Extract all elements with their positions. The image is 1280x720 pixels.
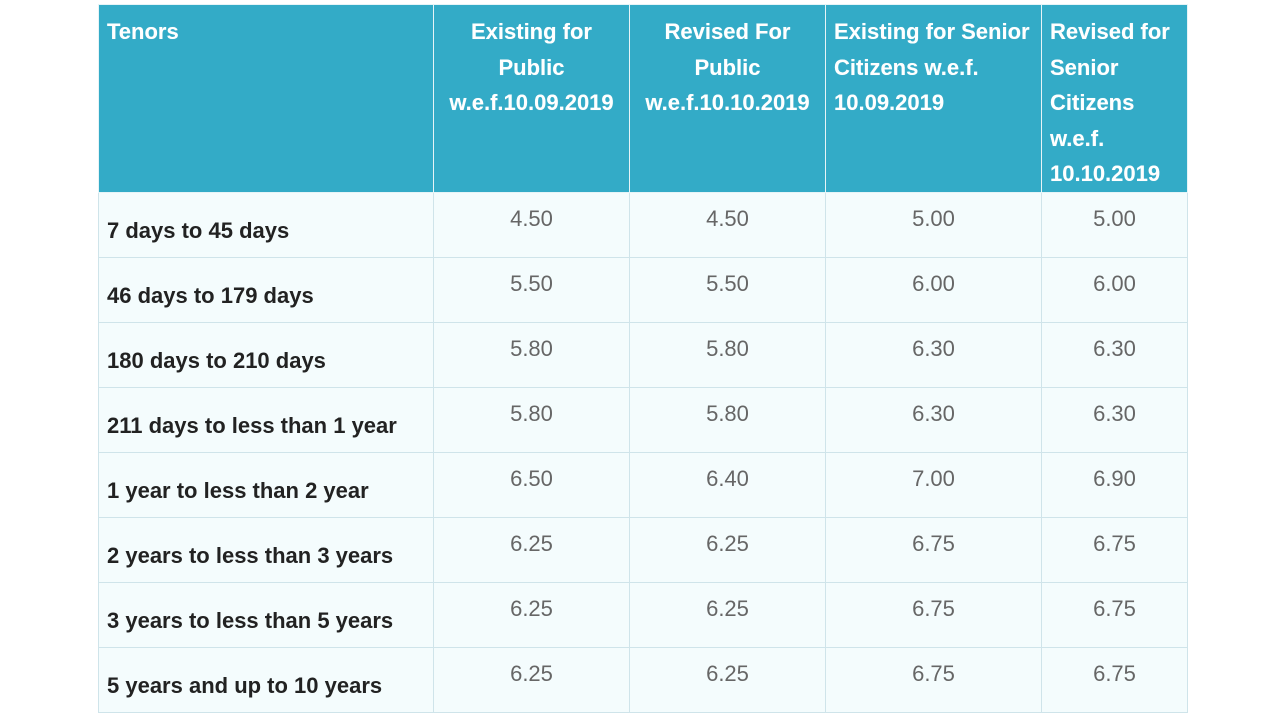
- table-row: 46 days to 179 days 5.50 5.50 6.00 6.00: [98, 256, 1188, 323]
- existing-senior-cell: 6.30: [825, 386, 1042, 453]
- table-row: 3 years to less than 5 years 6.25 6.25 6…: [98, 581, 1188, 648]
- header-revised-senior: Revised for Senior Citizens w.e.f. 10.10…: [1041, 4, 1188, 193]
- revised-public-cell: 6.40: [629, 451, 826, 518]
- header-existing-senior: Existing for Senior Citizens w.e.f. 10.0…: [825, 4, 1042, 193]
- header-tenors: Tenors: [98, 4, 434, 193]
- table-row: 5 years and up to 10 years 6.25 6.25 6.7…: [98, 646, 1188, 713]
- table-body: 7 days to 45 days 4.50 4.50 5.00 5.00 46…: [98, 191, 1188, 713]
- revised-senior-cell: 6.00: [1041, 256, 1188, 323]
- interest-rate-table-container: Tenors Existing for Public w.e.f.10.09.2…: [98, 4, 1188, 713]
- revised-public-cell: 5.80: [629, 386, 826, 453]
- header-existing-public: Existing for Public w.e.f.10.09.2019: [433, 4, 630, 193]
- existing-senior-cell: 6.75: [825, 516, 1042, 583]
- table-row: 7 days to 45 days 4.50 4.50 5.00 5.00: [98, 191, 1188, 258]
- revised-senior-cell: 6.90: [1041, 451, 1188, 518]
- revised-public-cell: 5.50: [629, 256, 826, 323]
- existing-senior-cell: 6.00: [825, 256, 1042, 323]
- existing-public-cell: 5.80: [433, 321, 630, 388]
- revised-senior-cell: 6.75: [1041, 581, 1188, 648]
- tenor-cell: 5 years and up to 10 years: [98, 646, 434, 713]
- tenor-cell: 46 days to 179 days: [98, 256, 434, 323]
- revised-public-cell: 6.25: [629, 581, 826, 648]
- tenor-cell: 180 days to 210 days: [98, 321, 434, 388]
- tenor-cell: 211 days to less than 1 year: [98, 386, 434, 453]
- table-row: 180 days to 210 days 5.80 5.80 6.30 6.30: [98, 321, 1188, 388]
- revised-senior-cell: 6.30: [1041, 386, 1188, 453]
- header-row: Tenors Existing for Public w.e.f.10.09.2…: [98, 4, 1188, 193]
- existing-public-cell: 6.25: [433, 646, 630, 713]
- table-row: 211 days to less than 1 year 5.80 5.80 6…: [98, 386, 1188, 453]
- interest-rate-table: Tenors Existing for Public w.e.f.10.09.2…: [98, 4, 1188, 713]
- tenor-cell: 2 years to less than 3 years: [98, 516, 434, 583]
- existing-senior-cell: 5.00: [825, 191, 1042, 258]
- existing-senior-cell: 7.00: [825, 451, 1042, 518]
- tenor-cell: 1 year to less than 2 year: [98, 451, 434, 518]
- revised-senior-cell: 6.75: [1041, 646, 1188, 713]
- existing-public-cell: 4.50: [433, 191, 630, 258]
- existing-public-cell: 5.80: [433, 386, 630, 453]
- revised-public-cell: 6.25: [629, 516, 826, 583]
- existing-senior-cell: 6.30: [825, 321, 1042, 388]
- table-row: 2 years to less than 3 years 6.25 6.25 6…: [98, 516, 1188, 583]
- existing-public-cell: 6.25: [433, 581, 630, 648]
- revised-senior-cell: 5.00: [1041, 191, 1188, 258]
- table-header: Tenors Existing for Public w.e.f.10.09.2…: [98, 4, 1188, 193]
- existing-senior-cell: 6.75: [825, 581, 1042, 648]
- existing-senior-cell: 6.75: [825, 646, 1042, 713]
- header-revised-public: Revised For Public w.e.f.10.10.2019: [629, 4, 826, 193]
- existing-public-cell: 5.50: [433, 256, 630, 323]
- revised-public-cell: 5.80: [629, 321, 826, 388]
- tenor-cell: 7 days to 45 days: [98, 191, 434, 258]
- revised-senior-cell: 6.75: [1041, 516, 1188, 583]
- table-row: 1 year to less than 2 year 6.50 6.40 7.0…: [98, 451, 1188, 518]
- existing-public-cell: 6.50: [433, 451, 630, 518]
- existing-public-cell: 6.25: [433, 516, 630, 583]
- tenor-cell: 3 years to less than 5 years: [98, 581, 434, 648]
- revised-senior-cell: 6.30: [1041, 321, 1188, 388]
- revised-public-cell: 6.25: [629, 646, 826, 713]
- revised-public-cell: 4.50: [629, 191, 826, 258]
